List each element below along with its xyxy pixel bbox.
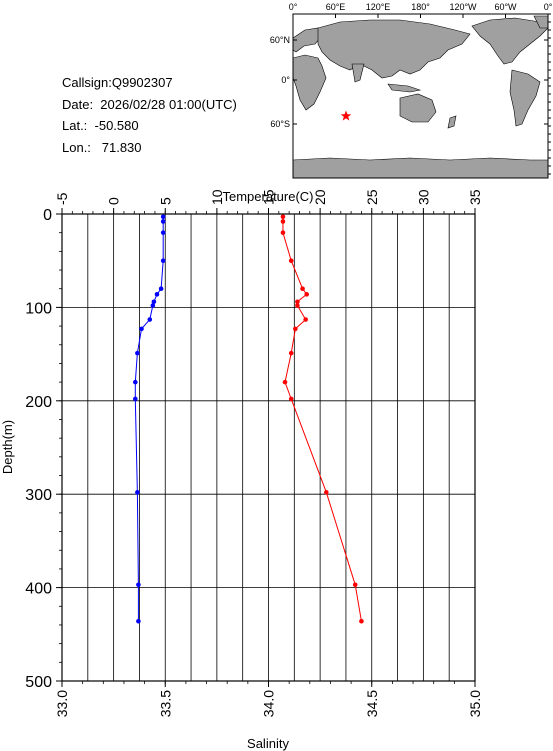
- plot-frame: [61, 213, 476, 682]
- salinity-tick-label: 33.5: [157, 690, 173, 717]
- map-longitude-label: 180°: [411, 2, 430, 12]
- salinity-tick-label: 34.0: [261, 690, 277, 717]
- salinity-data-point: [280, 214, 286, 220]
- temperature-data-point: [135, 490, 140, 495]
- depth-tick-label: 100: [25, 300, 52, 317]
- temperature-data-point: [160, 258, 166, 264]
- temperature-tick-label: 10: [209, 189, 225, 205]
- salinity-data-point: [295, 303, 300, 308]
- map-longitude-label: 120°W: [449, 2, 477, 12]
- salinity-data-point: [293, 326, 298, 332]
- temperature-data-point: [133, 379, 138, 385]
- temperature-data-point: [154, 292, 160, 297]
- salinity-data-point: [359, 618, 364, 624]
- temperature-tick-label: 5: [157, 197, 173, 205]
- salinity-data-point: [300, 286, 305, 292]
- temperature-data-point: [139, 326, 144, 332]
- date-text: Date: 2026/02/28 01:00(UTC): [62, 96, 237, 112]
- depth-tick-label: 200: [25, 394, 52, 411]
- temperature-data-point: [160, 214, 166, 220]
- temperature-tick-label: 30: [415, 189, 431, 205]
- land-new-zealand: [447, 115, 457, 129]
- map-longitude-label: 60°E: [326, 2, 346, 12]
- land-europe: [292, 27, 323, 53]
- temperature-axis-title: Temperature(C): [222, 189, 313, 204]
- star-icon: [340, 110, 352, 121]
- land-antarctica: [292, 157, 549, 179]
- map-longitude-label: 0°: [544, 2, 553, 12]
- temperature-data-point: [135, 350, 140, 356]
- temperature-tick-label: 20: [312, 189, 328, 205]
- salinity-data-point: [352, 582, 358, 588]
- temperature-data-point: [136, 618, 141, 624]
- map-longitude-label: 120°E: [366, 2, 391, 12]
- depth-tick-label: 300: [25, 487, 52, 504]
- temperature-data-point: [136, 582, 141, 588]
- map-longitude-labels: 0° 60°E 120°E 180° 120°W 60°W 0°: [289, 2, 553, 12]
- land-north-america: [471, 17, 549, 65]
- salinity-tick-label: 34.5: [364, 690, 380, 717]
- salinity-data-point: [288, 396, 294, 402]
- temperature-tick-label: 35: [467, 189, 483, 205]
- temperature-tick-label: 0: [106, 197, 122, 205]
- salinity-data-point: [288, 258, 294, 264]
- latitude-text: Lat.: -50.580: [62, 118, 139, 133]
- callsign-text: Callsign:Q9902307: [62, 75, 173, 90]
- depth-tick-label: 0: [43, 207, 52, 224]
- map-latitude-labels: 60°N 0° 60°S: [270, 35, 291, 129]
- world-map: 0° 60°E 120°E 180° 120°W 60°W 0° 60°N 0° 60°S: [270, 2, 553, 179]
- salinity-tick-label: 33.0: [54, 690, 70, 717]
- temperature-data-point: [147, 317, 153, 322]
- salinity-profile-line: [282, 216, 362, 622]
- longitude-text: Lon.: 71.830: [62, 139, 142, 155]
- temperature-tick-label: 25: [364, 189, 380, 205]
- map-ticks: [292, 13, 551, 175]
- salinity-data-point: [303, 317, 308, 322]
- temperature-profile-line: [134, 216, 164, 622]
- float-info-panel: Callsign:Q9902307 Date: 2026/02/28 01:00…: [62, 72, 237, 158]
- temperature-data-point: [133, 396, 138, 402]
- temperature-tick-label: -5: [54, 192, 70, 205]
- series-layer: [133, 214, 364, 624]
- map-latitude-label: 60°N: [270, 35, 290, 45]
- salinity-data-point: [280, 230, 286, 235]
- temperature-data-point: [160, 230, 166, 235]
- map-land: [292, 15, 549, 179]
- salinity-data-point: [324, 490, 329, 495]
- salinity-axis-title: Salinity: [247, 736, 289, 751]
- salinity-data-point: [288, 350, 294, 356]
- salinity-data-point: [295, 299, 300, 305]
- map-longitude-label: 0°: [289, 2, 298, 12]
- land-asia: [317, 19, 471, 79]
- temperature-data-point: [158, 286, 164, 292]
- plot-grid: [62, 214, 475, 681]
- temperature-data-point: [160, 219, 166, 224]
- map-longitude-label: 60°W: [494, 2, 517, 12]
- salinity-data-point: [304, 292, 310, 297]
- land-indonesia: [387, 83, 422, 93]
- temperature-data-point: [151, 299, 157, 305]
- salinity-tick-label: 35.0: [467, 690, 483, 717]
- plot-ticks: [56, 208, 476, 687]
- land-india: [351, 63, 365, 83]
- map-latitude-label: 60°S: [270, 119, 290, 129]
- salinity-data-point: [282, 379, 288, 385]
- depth-tick-label: 400: [25, 581, 52, 598]
- temperature-data-point: [150, 303, 156, 308]
- land-australia: [399, 93, 437, 123]
- map-latitude-label: 0°: [281, 75, 290, 85]
- land-south-america: [509, 69, 541, 127]
- temperature-tick-label: 15: [261, 189, 277, 205]
- salinity-data-point: [280, 219, 286, 224]
- depth-tick-label: 500: [25, 674, 52, 691]
- land-africa: [292, 54, 327, 111]
- depth-axis-title: Depth(m): [0, 420, 15, 474]
